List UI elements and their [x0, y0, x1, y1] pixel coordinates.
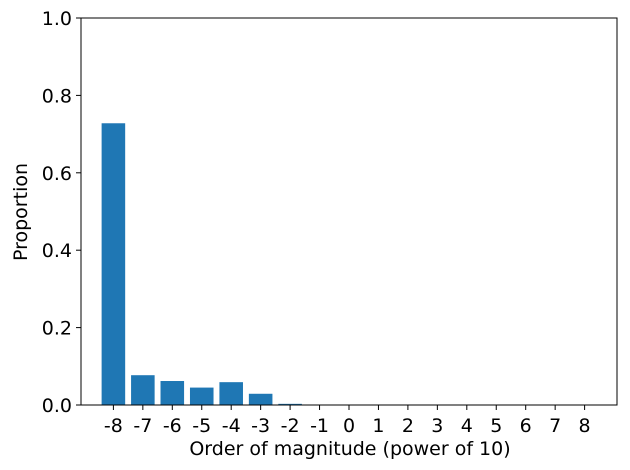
plot-frame: [80, 17, 618, 406]
x-tick-label: -5: [192, 415, 211, 437]
y-tick-label: 0.8: [42, 85, 72, 107]
bar--4: [219, 382, 243, 405]
x-tick-label: -1: [310, 415, 329, 437]
bar--8: [101, 123, 126, 405]
y-tick-label: 0.6: [42, 163, 72, 185]
y-tick-label: 0.0: [42, 395, 72, 417]
x-tick-label: 1: [372, 415, 384, 437]
bars-group: [101, 123, 302, 405]
x-tick-label: 3: [431, 415, 443, 437]
x-axis-label: Order of magnitude (power of 10): [189, 438, 510, 460]
x-tick-label: 7: [549, 415, 561, 437]
x-tick-label: -2: [281, 415, 300, 437]
x-tick-label: -4: [222, 415, 241, 437]
y-tick-label: 1.0: [42, 8, 72, 30]
bar--2: [278, 403, 302, 405]
y-axis-ticks: 0.0 0.2 0.4 0.6 0.8 1.0: [42, 8, 81, 417]
x-tick-label: -8: [104, 415, 123, 437]
x-tick-label: 5: [490, 415, 502, 437]
x-tick-label: -7: [133, 415, 152, 437]
x-tick-label: 8: [579, 415, 591, 437]
y-tick-label: 0.4: [42, 240, 72, 262]
x-tick-label: 2: [402, 415, 414, 437]
bar--3: [248, 393, 273, 405]
y-axis-label: Proportion: [10, 163, 32, 261]
bar--7: [131, 375, 155, 405]
bar--5: [189, 387, 214, 405]
x-tick-label: 0: [343, 415, 355, 437]
y-tick-label: 0.2: [42, 318, 72, 340]
x-tick-label: 4: [461, 415, 473, 437]
x-tick-label: -6: [163, 415, 182, 437]
x-tick-label: 6: [520, 415, 532, 437]
bar--6: [160, 381, 185, 405]
x-axis-ticks: -8 -7 -6 -5 -4 -3 -2 -1 0 1 2 3 4 5 6 7 8: [104, 405, 591, 437]
x-tick-label: -3: [251, 415, 270, 437]
